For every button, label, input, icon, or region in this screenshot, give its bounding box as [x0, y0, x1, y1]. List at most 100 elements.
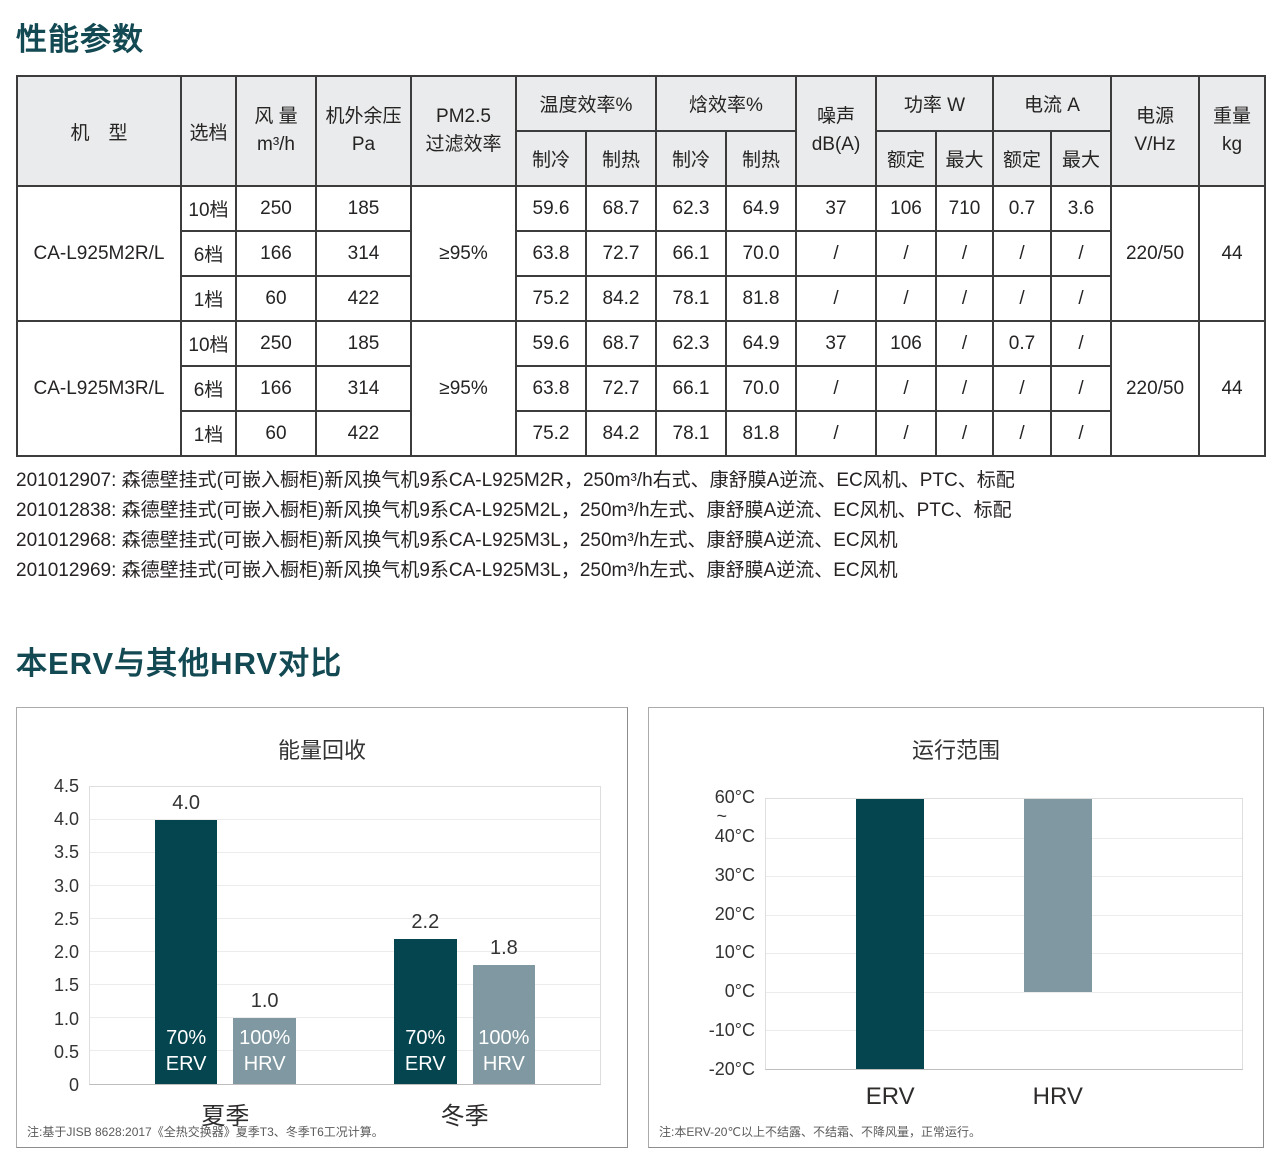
energy-recovery-chart: 能量回收 0 0.5 1.0 1.5 2.0 2.5 3.0 3.5 4.0 4.5 70% ER… [16, 707, 628, 1148]
cell: 81.8 [725, 275, 797, 322]
bar-erv-0: 70% ERV [154, 820, 218, 1084]
weight-cell: 44 [1198, 320, 1267, 457]
range-bar-hrv [1023, 799, 1092, 992]
axis-break-label: ~ [716, 806, 727, 827]
gridline [766, 837, 1242, 839]
cell: / [795, 230, 877, 277]
weight-cell: 44 [1198, 185, 1267, 322]
bar-value-label: 1.0 [250, 990, 279, 1013]
header-esp-line2: Pa [351, 134, 376, 155]
cell: 59.6 [515, 320, 587, 367]
cell: 63.8 [515, 230, 587, 277]
header-weight: 重量 kg [1198, 75, 1267, 187]
cell: / [992, 275, 1052, 322]
header-current-rated: 额定 [992, 130, 1052, 187]
gridline [90, 885, 600, 886]
cell: 75.2 [515, 275, 587, 322]
cell: 68.7 [585, 320, 657, 367]
table-header: 机 型 选档 风 量 m³/h 机外余压 Pa PM2.5 过滤效率 温度效率% 焓效… [16, 75, 1267, 187]
header-airflow-line2: m³/h [257, 134, 295, 155]
cell: / [992, 410, 1052, 457]
header-noise: 噪声 dB(A) [795, 75, 877, 187]
gridline [90, 819, 600, 821]
cell: / [1049, 410, 1113, 457]
bar-hrv-0: 100% HRV [233, 1018, 297, 1084]
chart-body: 60°C ~40°C 30°C 20°C 10°C 0°C -10°C -20°C ERV HR… [649, 787, 1263, 1110]
y-tick-label: 60°C [714, 787, 755, 807]
energy-chart-plot: 70% ERV 4.0 70% ERV 2.2 100% HRV 1.0 100% HRV 1… [89, 786, 601, 1130]
header-noise-line1: 噪声 [816, 105, 855, 127]
pm25-cell: ≥95% [410, 320, 517, 457]
range-chart-yaxis: 60°C ~40°C 30°C 20°C 10°C 0°C -10°C -20°C [649, 787, 765, 1079]
cell: 314 [315, 230, 412, 277]
energy-chart-yaxis: 0 0.5 1.0 1.5 2.0 2.5 3.0 3.5 4.0 4.5 [17, 776, 89, 1095]
x-category-label: ERV [865, 1083, 915, 1110]
model-cell: CA-L925M3R/L [16, 320, 182, 457]
cell: / [795, 365, 877, 412]
cell: / [935, 230, 994, 277]
bar-inner-label: 100% HRV [239, 1027, 291, 1075]
cell: 106 [875, 320, 937, 367]
header-current-max: 最大 [1049, 130, 1113, 187]
cell: 59.6 [515, 185, 587, 232]
section-title-comparison: 本ERV与其他HRV对比 [16, 646, 343, 681]
pm25-cell: ≥95% [410, 185, 517, 322]
list-item: 201012838: 森德壁挂式(可嵌入橱柜)新风换气机9系CA-L925M2L… [16, 500, 1012, 521]
y-tick-label: 2.0 [53, 942, 79, 963]
table-row: CA-L925M2R/L 10档 250 185 ≥95% 59.6 68.7 … [16, 185, 1267, 322]
operating-range-chart: 运行范围 60°C ~40°C 30°C 20°C 10°C 0°C -10°C -20°C … [648, 707, 1264, 1148]
gridline [766, 1030, 1242, 1032]
cell: 6档 [180, 365, 237, 412]
header-power-max: 最大 [935, 130, 994, 187]
cell: 66.1 [655, 230, 727, 277]
model-cell: CA-L925M2R/L [16, 185, 182, 322]
table-row: 1档 60 422 75.2 84.2 78.1 81.8 / / / / / [17, 275, 1265, 322]
gridline [90, 984, 600, 985]
cell: 84.2 [585, 275, 657, 322]
header-model: 机 型 [16, 75, 182, 187]
cell: 75.2 [515, 410, 587, 457]
table-row: 6档 166 314 63.8 72.7 66.1 70.0 / / / / / [17, 365, 1265, 412]
gridline [90, 1017, 600, 1019]
bar-value-label: 1.8 [489, 937, 518, 960]
cell: 81.8 [725, 410, 797, 457]
cell: / [935, 275, 994, 322]
header-enthalpy-eff: 焓效率% [655, 75, 797, 132]
header-enth-heating: 制热 [725, 130, 797, 187]
y-tick-label: 10°C [714, 942, 755, 963]
section-title-performance: 性能参数 [16, 22, 144, 57]
y-tick-label: 4.5 [53, 776, 79, 796]
cell: / [935, 320, 994, 367]
header-supply-line1: 电源 [1136, 105, 1175, 127]
supply-cell: 220/50 [1110, 320, 1201, 457]
header-temp-heating: 制热 [585, 130, 657, 187]
table-row: 6档 166 314 63.8 72.7 66.1 70.0 / / / / / [17, 230, 1265, 277]
header-enth-cooling: 制冷 [655, 130, 727, 187]
list-item: 201012969: 森德壁挂式(可嵌入橱柜)新风换气机9系CA-L925M3L… [16, 560, 898, 581]
header-airflow: 风 量 m³/h [235, 75, 317, 187]
gridline [90, 852, 600, 853]
cell: 60 [235, 275, 317, 322]
cell: 37 [795, 320, 877, 367]
x-category-label: 冬季 [440, 1103, 489, 1130]
cell: 1档 [180, 410, 237, 457]
chart-title: 运行范围 [911, 738, 1000, 763]
cell: / [795, 410, 877, 457]
header-weight-line2: kg [1221, 134, 1243, 155]
cell: 250 [235, 185, 317, 232]
cell: / [935, 410, 994, 457]
y-tick-label: 2.5 [53, 908, 79, 929]
cell: 78.1 [655, 275, 727, 322]
cell: 166 [235, 230, 317, 277]
header-weight-line1: 重量 [1213, 105, 1252, 127]
y-tick-label: 20°C [714, 903, 755, 924]
cell: 68.7 [585, 185, 657, 232]
cell: / [795, 275, 877, 322]
cell: / [1049, 320, 1113, 367]
supply-cell: 220/50 [1110, 185, 1201, 322]
cell: 78.1 [655, 410, 727, 457]
cell: / [935, 365, 994, 412]
cell: / [992, 230, 1052, 277]
cell: 0.7 [992, 320, 1052, 367]
